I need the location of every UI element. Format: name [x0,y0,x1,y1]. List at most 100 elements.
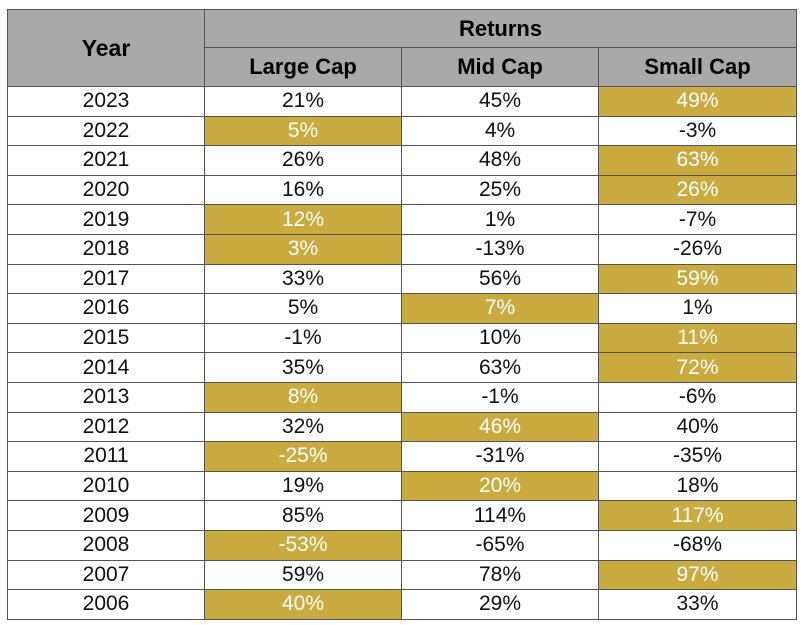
year-cell: 2014 [7,352,205,383]
large-cap-cell: 16% [204,174,402,206]
mid-cap-cell: 25% [401,174,599,206]
table-header: Year Returns Large Cap Mid Cap Small Cap [7,9,798,87]
small-cap-cell: 40% [597,411,798,443]
small-cap-cell: 11% [597,322,798,354]
table-row: 2007 59% 78% 97% [7,559,798,591]
large-cap-cell: 26% [204,145,402,176]
large-cap-cell: 35% [204,352,402,383]
small-cap-cell: 72% [597,352,798,383]
table-row: 2016 5% 7% 1% [7,293,798,324]
table-row: 2012 32% 46% 40% [7,411,798,443]
year-cell: 2021 [7,145,205,176]
large-cap-cell: -25% [204,441,402,472]
year-cell: 2011 [7,441,205,472]
mid-cap-cell: 45% [401,86,599,117]
large-cap-cell: 21% [204,86,402,117]
table-row: 2013 8% -1% -6% [7,381,798,413]
table-row: 2021 26% 48% 63% [7,145,798,176]
year-cell: 2023 [7,86,205,117]
year-cell: 2022 [7,115,205,147]
year-cell: 2009 [7,500,205,531]
table-row: 2019 12% 1% -7% [7,204,798,235]
year-header: Year [7,9,205,87]
year-cell: 2006 [7,589,205,620]
table-row: 2020 16% 25% 26% [7,174,798,206]
large-cap-cell: -53% [204,529,402,561]
mid-cap-cell: 114% [401,500,599,531]
large-cap-cell: 32% [204,411,402,443]
year-cell: 2015 [7,322,205,354]
small-cap-cell: 1% [597,293,798,324]
small-cap-cell: -6% [597,381,798,413]
small-cap-cell: 117% [597,500,798,531]
small-cap-cell: 33% [597,589,798,620]
small-cap-cell: -7% [597,204,798,235]
table-row: 2009 85% 114% 117% [7,500,798,531]
large-cap-cell: 85% [204,500,402,531]
small-cap-cell: 63% [597,145,798,176]
returns-table: Year Returns Large Cap Mid Cap Small Cap… [7,9,798,620]
year-cell: 2016 [7,293,205,324]
mid-cap-cell: 78% [401,559,599,591]
large-cap-cell: 5% [204,293,402,324]
year-cell: 2019 [7,204,205,235]
large-cap-cell: 19% [204,470,402,502]
header-row-group: Year Returns [7,9,798,87]
column-header-small-cap: Small Cap [597,47,798,87]
table-row: 2023 21% 45% 49% [7,86,798,117]
year-cell: 2008 [7,529,205,561]
table-row: 2015 -1% 10% 11% [7,322,798,354]
small-cap-cell: -26% [597,233,798,265]
mid-cap-cell: 20% [401,470,599,502]
table-row: 2022 5% 4% -3% [7,115,798,147]
column-header-large-cap: Large Cap [204,47,402,87]
small-cap-cell: -35% [597,441,798,472]
table-row: 2008 -53% -65% -68% [7,529,798,561]
table-row: 2011 -25% -31% -35% [7,441,798,472]
small-cap-cell: 18% [597,470,798,502]
header-row-columns: Large Cap Mid Cap Small Cap [8,47,798,87]
mid-cap-cell: -1% [401,381,599,413]
small-cap-cell: 97% [597,559,798,591]
large-cap-cell: 40% [204,589,402,620]
large-cap-cell: 3% [204,233,402,265]
mid-cap-cell: 46% [401,411,599,443]
mid-cap-cell: 56% [401,263,599,295]
small-cap-cell: 26% [597,174,798,206]
year-cell: 2017 [7,263,205,295]
table-row: 2014 35% 63% 72% [7,352,798,383]
table-row: 2017 33% 56% 59% [7,263,798,295]
year-cell: 2013 [7,381,205,413]
mid-cap-cell: 1% [401,204,599,235]
large-cap-cell: 5% [204,115,402,147]
mid-cap-cell: -13% [401,233,599,265]
column-header-mid-cap: Mid Cap [401,47,599,87]
year-cell: 2018 [7,233,205,265]
mid-cap-cell: 29% [401,589,599,620]
small-cap-cell: -68% [597,529,798,561]
large-cap-cell: -1% [204,322,402,354]
returns-group-header: Returns [203,9,798,48]
large-cap-cell: 12% [204,204,402,235]
mid-cap-cell: 63% [401,352,599,383]
large-cap-cell: 33% [204,263,402,295]
year-cell: 2010 [7,470,205,502]
small-cap-cell: 59% [597,263,798,295]
table-row: 2006 40% 29% 33% [7,589,798,620]
mid-cap-cell: 48% [401,145,599,176]
mid-cap-cell: -65% [401,529,599,561]
table-body: 2023 21% 45% 49% 2022 5% 4% -3% 2021 26% 48% 63% 202… [7,86,798,620]
large-cap-cell: 8% [204,381,402,413]
table-row: 2010 19% 20% 18% [7,470,798,502]
large-cap-cell: 59% [204,559,402,591]
year-cell: 2012 [7,411,205,443]
mid-cap-cell: -31% [401,441,599,472]
mid-cap-cell: 10% [401,322,599,354]
year-cell: 2020 [7,174,205,206]
small-cap-cell: -3% [597,115,798,147]
small-cap-cell: 49% [597,86,798,117]
mid-cap-cell: 4% [401,115,599,147]
table-row: 2018 3% -13% -26% [7,233,798,265]
year-cell: 2007 [7,559,205,591]
mid-cap-cell: 7% [401,293,599,324]
